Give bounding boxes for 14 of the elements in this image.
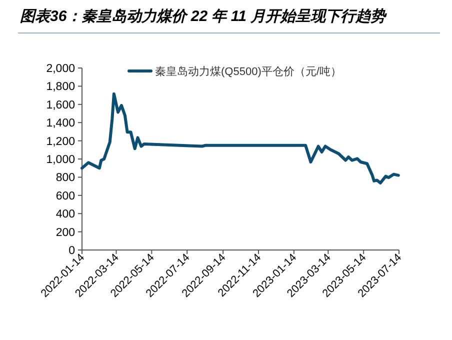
y-tick-label: 2,000 — [46, 63, 75, 75]
y-tick-label: 400 — [56, 208, 75, 221]
y-tick-label: 1,200 — [46, 136, 75, 148]
y-tick-label: 0 — [68, 245, 75, 257]
y-tick-label: 800 — [56, 172, 75, 184]
legend-label: 秦皇岛动力煤(Q5500)平仓价（元/吨） — [155, 65, 342, 78]
chart-title: 图表36：秦皇岛动力煤价 22 年 11 月开始呈现下行趋势 — [20, 8, 388, 25]
y-tick-label: 200 — [56, 226, 75, 239]
y-tick-label: 1,000 — [46, 154, 75, 166]
line-series — [80, 92, 400, 184]
y-tick-label: 600 — [56, 190, 75, 202]
y-tick-label: 1,600 — [46, 99, 75, 112]
y-tick-label: 1,800 — [46, 81, 75, 94]
y-tick-label: 1,400 — [46, 118, 75, 130]
